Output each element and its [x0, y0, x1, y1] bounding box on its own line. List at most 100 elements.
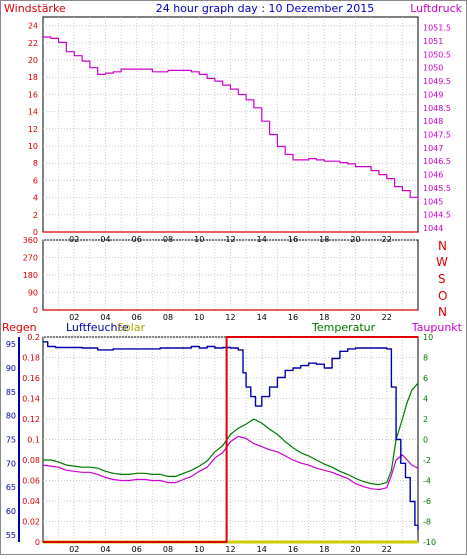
- pressure-tick-label: 1051.5: [423, 24, 451, 33]
- wind-tick-label: 16: [28, 90, 38, 99]
- temperature-tick-label: 10: [423, 333, 433, 342]
- direction-letter-s: S: [438, 272, 446, 286]
- humidity-tick-label: 65: [6, 483, 16, 492]
- pressure-tick-label: 1050: [423, 64, 443, 73]
- dewpoint-axis-label: Taupunkt: [411, 321, 463, 334]
- dewpoint-line: [42, 435, 419, 491]
- x-tick-label: 16: [288, 313, 298, 322]
- wind-tick-label: 18: [28, 73, 38, 82]
- x-tick-label: 02: [69, 545, 79, 554]
- direction-tick-label: 90: [28, 289, 38, 298]
- wind-tick-label: 2: [33, 211, 38, 220]
- humidity-tick-label: 75: [6, 436, 16, 445]
- pressure-tick-label: 1044: [423, 224, 443, 233]
- direction-letter-w: W: [436, 255, 448, 269]
- x-tick-label: 10: [194, 545, 204, 554]
- graph-title: 24 hour graph day : 10 Dezember 2015: [156, 2, 375, 15]
- rain-line: [43, 336, 418, 543]
- temperature-tick-label: 0: [423, 436, 428, 445]
- x-tick-label: 04: [100, 545, 110, 554]
- humidity-tick-label: 95: [6, 340, 16, 349]
- pressure-tick-label: 1045: [423, 197, 443, 206]
- temperature-line: [43, 382, 419, 486]
- x-tick-label: 12: [225, 313, 235, 322]
- humidity-line: [43, 341, 419, 531]
- x-tick-label: 12: [225, 235, 235, 244]
- x-tick-label: 08: [163, 313, 173, 322]
- pressure-tick-label: 1049.5: [423, 77, 451, 86]
- x-tick-label: 08: [163, 545, 173, 554]
- pressure-tick-label: 1046.5: [423, 157, 451, 166]
- x-tick-label: 22: [382, 313, 392, 322]
- humidity-tick-label: 60: [6, 507, 16, 516]
- wind-tick-label: 8: [33, 159, 38, 168]
- rain-tick-label: 0.14: [22, 395, 40, 404]
- x-tick-label: 04: [100, 313, 110, 322]
- x-tick-label: 18: [319, 235, 329, 244]
- rain-tick-label: 0: [35, 538, 40, 547]
- x-tick-label: 14: [257, 545, 267, 554]
- x-tick-label: 14: [257, 235, 267, 244]
- x-tick-label: 18: [319, 313, 329, 322]
- x-tick-label: 10: [194, 235, 204, 244]
- temperature-axis-label: Temperatur: [311, 321, 376, 334]
- x-tick-label: 22: [382, 235, 392, 244]
- x-tick-label: 04: [100, 235, 110, 244]
- direction-letter-o: O: [438, 289, 447, 303]
- x-tick-label: 06: [132, 545, 142, 554]
- x-tick-label: 06: [132, 235, 142, 244]
- rain-axis-label: Regen: [2, 321, 37, 334]
- pressure-tick-label: 1047.5: [423, 131, 451, 140]
- wind-axis-label: Windstärke: [4, 2, 66, 15]
- humidity-tick-label: 90: [6, 364, 16, 373]
- x-tick-label: 16: [288, 545, 298, 554]
- temperature-tick-label: 8: [423, 354, 428, 363]
- direction-tick-label: 360: [23, 236, 38, 245]
- rain-tick-label: 0.16: [22, 374, 40, 383]
- pressure-tick-label: 1051: [423, 37, 443, 46]
- rain-tick-label: 0.1: [27, 436, 40, 445]
- temperature-tick-label: 6: [423, 374, 428, 383]
- x-tick-label: 18: [319, 545, 329, 554]
- x-tick-label: 06: [132, 313, 142, 322]
- direction-tick-label: 270: [23, 254, 38, 263]
- pressure-tick-label: 1048.5: [423, 104, 451, 113]
- temperature-tick-label: -6: [423, 497, 431, 506]
- pressure-tick-label: 1046: [423, 171, 443, 180]
- temperature-tick-label: 2: [423, 415, 428, 424]
- direction-tick-label: 180: [23, 271, 38, 280]
- x-tick-label: 22: [382, 545, 392, 554]
- rain-tick-label: 0.12: [22, 415, 40, 424]
- x-tick-label: 20: [350, 235, 360, 244]
- rain-tick-label: 0.04: [22, 497, 40, 506]
- wind-tick-label: 12: [28, 125, 38, 134]
- temperature-tick-label: 4: [423, 395, 428, 404]
- solar-axis-label: Solar: [117, 321, 146, 334]
- x-tick-label: 08: [163, 235, 173, 244]
- wind-tick-label: 10: [28, 142, 38, 151]
- temperature-tick-label: -2: [423, 456, 431, 465]
- x-tick-label: 16: [288, 235, 298, 244]
- temperature-tick-label: -10: [423, 538, 436, 547]
- rain-tick-label: 0.08: [22, 456, 40, 465]
- wind-tick-label: 4: [33, 194, 38, 203]
- rain-tick-label: 0.2: [27, 333, 40, 342]
- pressure-tick-label: 1049: [423, 90, 443, 99]
- rain-tick-label: 0.06: [22, 477, 40, 486]
- x-tick-label: 20: [350, 313, 360, 322]
- wind-tick-label: 20: [28, 56, 38, 65]
- pressure-tick-label: 1047: [423, 144, 443, 153]
- grid-layer: [43, 17, 418, 543]
- pressure-tick-label: 1045.5: [423, 184, 451, 193]
- x-tick-label: 20: [350, 545, 360, 554]
- direction-letter-n-bottom: N: [438, 305, 447, 319]
- humidity-tick-label: 80: [6, 412, 16, 421]
- pressure-tick-label: 1050.5: [423, 50, 451, 59]
- x-tick-label: 14: [257, 313, 267, 322]
- pressure-line: [43, 36, 419, 202]
- x-tick-label: 02: [69, 313, 79, 322]
- wind-tick-label: 0: [33, 228, 38, 237]
